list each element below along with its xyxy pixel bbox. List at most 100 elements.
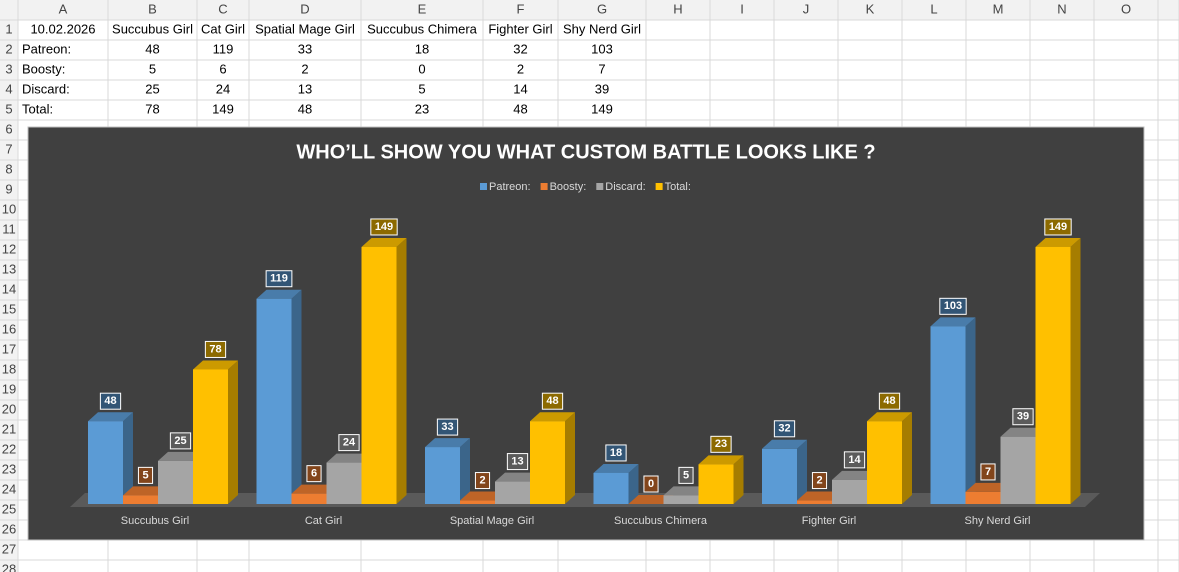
legend-swatch xyxy=(540,183,548,190)
bar-front xyxy=(158,460,193,504)
column-header: D xyxy=(300,1,309,16)
row-header: 16 xyxy=(2,321,16,336)
bar xyxy=(361,237,407,504)
cell: 13 xyxy=(298,81,312,96)
bar-top xyxy=(832,470,877,480)
row-header: 5 xyxy=(5,101,12,116)
row-header: 3 xyxy=(5,61,12,76)
data-label-box xyxy=(137,466,154,484)
row-header: 4 xyxy=(5,81,12,96)
cell: Patreon: xyxy=(22,41,71,56)
chart-title: WHO’LL SHOW YOU WHAT CUSTOM BATTLE LOOKS… xyxy=(296,141,875,163)
bar-front xyxy=(361,246,397,504)
cell: 32 xyxy=(513,41,527,56)
bar-side xyxy=(565,412,575,504)
bar-top xyxy=(663,486,709,496)
cell: 78 xyxy=(145,101,159,116)
data-label: 13 xyxy=(511,455,523,467)
bar-top xyxy=(930,317,976,327)
cell: 119 xyxy=(213,41,234,56)
cell: 39 xyxy=(595,81,609,96)
row-header: 27 xyxy=(2,541,16,556)
column-header: F xyxy=(517,1,525,16)
bar-top xyxy=(361,237,407,247)
bar-front xyxy=(663,495,699,504)
cell: 18 xyxy=(415,41,429,56)
category-label: Spatial Mage Girl xyxy=(450,515,534,527)
cell: Succubus Chimera xyxy=(367,21,478,36)
cell: 25 xyxy=(145,81,159,96)
bar-top xyxy=(88,412,133,422)
data-label: 33 xyxy=(441,421,453,433)
cell: 48 xyxy=(513,101,527,116)
row-header: 25 xyxy=(2,501,16,516)
bar-top xyxy=(593,463,639,473)
data-label-box xyxy=(265,270,293,288)
data-label: 39 xyxy=(1017,411,1029,423)
bar xyxy=(425,438,470,504)
bar-side xyxy=(228,360,238,504)
cell: 149 xyxy=(212,101,234,116)
cell: 7 xyxy=(598,61,605,76)
row-header: 26 xyxy=(2,521,16,536)
data-label: 25 xyxy=(174,435,186,447)
data-label: 103 xyxy=(944,300,962,312)
row-header: 15 xyxy=(2,301,16,316)
bar-top xyxy=(291,484,337,494)
row-header: 8 xyxy=(5,161,12,176)
data-label: 5 xyxy=(142,469,148,481)
cell: 5 xyxy=(418,81,425,96)
bar xyxy=(256,289,302,504)
cell: 6 xyxy=(219,61,226,76)
column-header: B xyxy=(148,1,157,16)
legend-swatch xyxy=(596,183,604,190)
bar-front xyxy=(930,326,966,504)
bar-side xyxy=(628,463,639,504)
data-label: 2 xyxy=(816,474,822,486)
data-label: 18 xyxy=(610,447,622,459)
data-label-box xyxy=(506,453,529,471)
data-label-box xyxy=(878,392,901,410)
bar-top xyxy=(495,472,540,482)
cell: Shy Nerd Girl xyxy=(563,21,641,36)
cell: Total: xyxy=(22,101,53,116)
data-label-box xyxy=(843,451,866,469)
category-label: Succubus Girl xyxy=(121,515,189,527)
bar-top xyxy=(965,482,1011,492)
cell: Cat Girl xyxy=(201,21,245,36)
bar-front xyxy=(867,421,902,504)
data-label-box xyxy=(474,472,491,490)
column-header: N xyxy=(1057,1,1066,16)
data-label: 2 xyxy=(479,474,485,486)
row-header: 9 xyxy=(5,181,12,196)
data-label: 48 xyxy=(104,395,116,407)
data-label-box xyxy=(1044,218,1072,236)
bar-front xyxy=(762,448,797,504)
data-label: 78 xyxy=(209,343,221,355)
cell: 0 xyxy=(418,61,425,76)
bar-front xyxy=(88,421,123,504)
cell: 2 xyxy=(517,61,524,76)
bar xyxy=(628,495,674,504)
data-label: 149 xyxy=(375,221,393,233)
row-header: 22 xyxy=(2,441,16,456)
data-label-box xyxy=(169,432,192,450)
data-label: 149 xyxy=(1049,221,1067,233)
bar-front xyxy=(193,369,228,504)
cell: 2 xyxy=(301,61,308,76)
bar-top xyxy=(867,412,912,422)
bar-front xyxy=(256,298,292,504)
legend-label: Total: xyxy=(665,181,691,193)
column-header-bar xyxy=(0,0,1179,20)
bar-front xyxy=(123,495,158,504)
cell: 149 xyxy=(591,101,613,116)
cell: 5 xyxy=(149,61,156,76)
bar-front xyxy=(965,491,1001,504)
bar-front xyxy=(1035,246,1071,504)
data-label-box xyxy=(643,475,659,493)
data-label: 5 xyxy=(683,469,689,481)
bar-side xyxy=(797,439,807,504)
bar-front xyxy=(291,493,327,504)
cell: 103 xyxy=(591,41,613,56)
